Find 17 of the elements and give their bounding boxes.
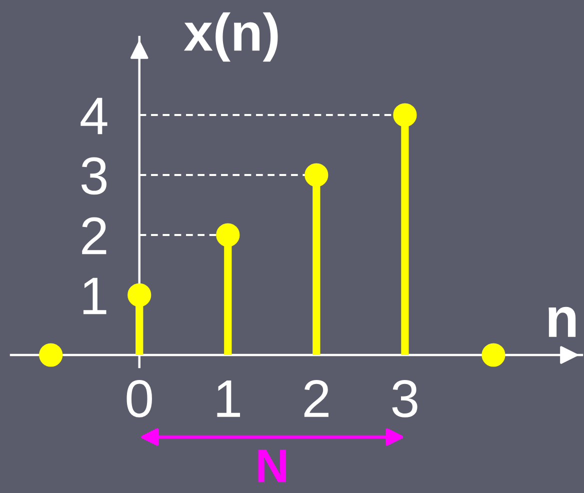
y-axis-title: x(n) — [184, 12, 278, 62]
point — [482, 343, 506, 367]
x-tick-label: 3 — [392, 380, 418, 418]
point — [304, 163, 328, 187]
x-axis-title: n — [548, 306, 576, 337]
y-tick-label: 1 — [83, 278, 106, 314]
point — [393, 103, 417, 127]
y-tick-label: 2 — [82, 217, 106, 254]
x-tick-label: 1 — [217, 380, 240, 417]
text: N — [258, 450, 286, 482]
y-tick-label: 4 — [80, 98, 108, 134]
x-tick-label: 0 — [126, 380, 152, 418]
x-tick-label: 2 — [304, 380, 328, 417]
point — [39, 343, 63, 367]
point — [216, 223, 240, 247]
y-tick-label: 3 — [81, 157, 106, 195]
point — [128, 283, 152, 307]
